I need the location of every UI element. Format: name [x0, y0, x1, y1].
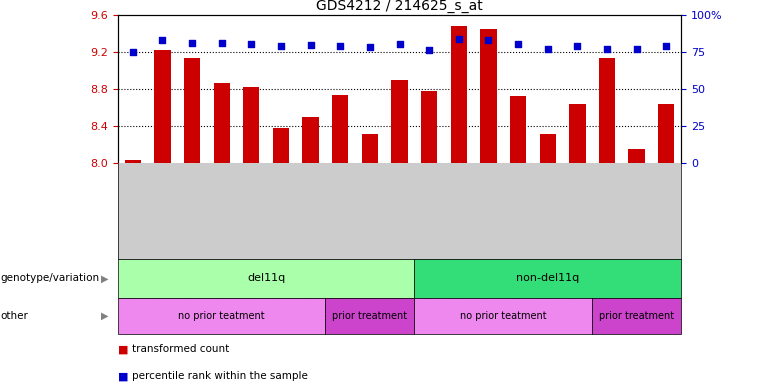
- Bar: [421, 91, 438, 163]
- Bar: [451, 26, 467, 163]
- Bar: [391, 80, 408, 163]
- Point: [482, 37, 495, 43]
- Text: prior treatment: prior treatment: [599, 311, 674, 321]
- Text: other: other: [1, 311, 29, 321]
- Bar: [326, 298, 414, 334]
- Text: prior treatment: prior treatment: [333, 311, 407, 321]
- Point: [126, 48, 139, 55]
- Text: ▶: ▶: [100, 273, 108, 283]
- Text: ■: ■: [118, 344, 129, 354]
- Point: [661, 43, 673, 50]
- Bar: [244, 86, 260, 163]
- Text: percentile rank within the sample: percentile rank within the sample: [132, 371, 307, 381]
- Text: del11q: del11q: [247, 273, 285, 283]
- Bar: [658, 104, 674, 163]
- Bar: [361, 134, 378, 163]
- Bar: [569, 104, 585, 163]
- Bar: [510, 96, 527, 163]
- Point: [423, 47, 435, 53]
- Bar: [118, 259, 414, 298]
- Text: no prior teatment: no prior teatment: [460, 311, 546, 321]
- Point: [275, 43, 287, 50]
- Bar: [629, 149, 645, 163]
- Point: [393, 41, 406, 47]
- Bar: [480, 29, 497, 163]
- Point: [631, 46, 643, 52]
- Point: [245, 41, 257, 47]
- Bar: [118, 298, 326, 334]
- Bar: [592, 298, 681, 334]
- Text: ■: ■: [118, 371, 129, 381]
- Point: [304, 42, 317, 48]
- Text: non-del11q: non-del11q: [516, 273, 579, 283]
- Bar: [332, 95, 349, 163]
- Bar: [184, 58, 200, 163]
- Bar: [214, 83, 230, 163]
- Point: [334, 43, 346, 49]
- Bar: [302, 117, 319, 163]
- Point: [186, 40, 198, 46]
- Point: [601, 46, 613, 53]
- Text: genotype/variation: genotype/variation: [1, 273, 100, 283]
- Point: [542, 46, 554, 52]
- Bar: [414, 298, 592, 334]
- Bar: [414, 259, 681, 298]
- Bar: [540, 134, 556, 163]
- Point: [572, 43, 584, 50]
- Title: GDS4212 / 214625_s_at: GDS4212 / 214625_s_at: [316, 0, 483, 13]
- Bar: [599, 58, 615, 163]
- Bar: [272, 128, 289, 163]
- Point: [364, 44, 376, 50]
- Point: [453, 36, 465, 42]
- Point: [215, 40, 228, 46]
- Text: ▶: ▶: [100, 311, 108, 321]
- Point: [156, 37, 168, 43]
- Bar: [154, 50, 170, 163]
- Point: [512, 41, 524, 47]
- Text: transformed count: transformed count: [132, 344, 229, 354]
- Text: no prior teatment: no prior teatment: [178, 311, 265, 321]
- Bar: [125, 159, 141, 163]
